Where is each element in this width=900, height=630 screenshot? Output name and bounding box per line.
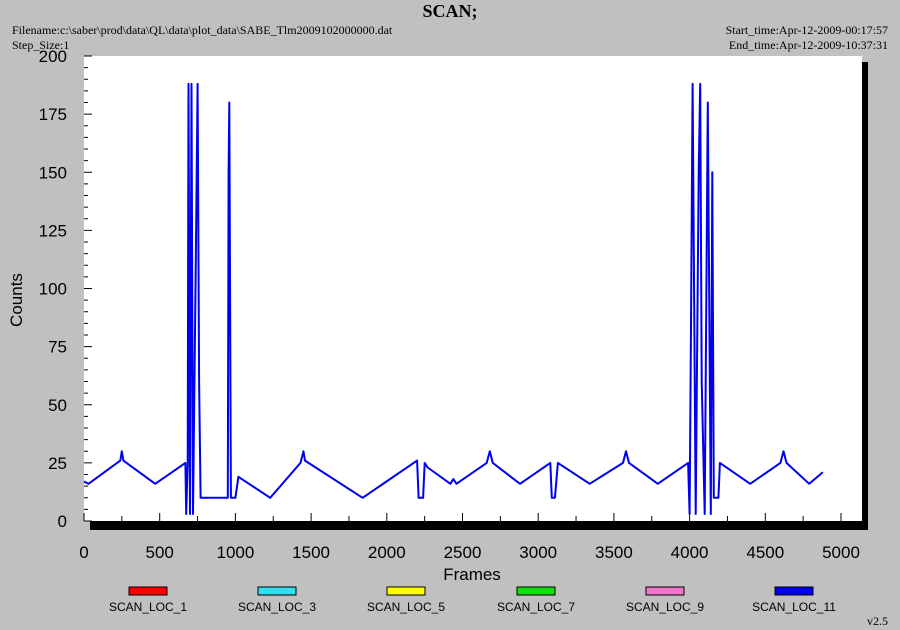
legend-label: SCAN_LOC_1	[109, 600, 187, 614]
y-tick-label: 200	[39, 47, 67, 66]
step-size-label: Step_Size:1	[12, 38, 70, 52]
y-tick-label: 0	[58, 512, 67, 531]
y-axis-title: Counts	[7, 273, 26, 327]
legend-label: SCAN_LOC_9	[626, 600, 704, 614]
x-tick-label: 3500	[595, 543, 633, 562]
chart-title: SCAN;	[422, 1, 478, 21]
y-axis: 0 25 50 75 100 125 150 175 200	[39, 47, 92, 531]
y-tick-label: 75	[48, 338, 67, 357]
legend-swatch	[645, 586, 685, 596]
legend-swatch	[128, 586, 168, 596]
version-label: v2.5	[867, 614, 888, 628]
legend-swatch	[774, 586, 814, 596]
x-tick-label: 1000	[216, 543, 254, 562]
legend-swatch	[516, 586, 556, 596]
x-tick-label: 500	[146, 543, 174, 562]
legend-label: SCAN_LOC_11	[752, 600, 836, 614]
series-layer	[83, 82, 824, 515]
legend-label: SCAN_LOC_5	[367, 600, 445, 614]
y-tick-label: 175	[39, 105, 67, 124]
y-tick-label: 50	[48, 396, 67, 415]
x-axis-title: Frames	[443, 565, 501, 584]
x-tick-label: 4500	[746, 543, 784, 562]
x-tick-label: 3000	[519, 543, 557, 562]
y-tick-label: 150	[39, 163, 67, 182]
end-time-label: End_time:Apr-12-2009-10:37:31	[728, 38, 888, 52]
legend: SCAN_LOC_1 SCAN_LOC_3 SCAN_LOC_5 SCAN_LOC_7…	[109, 586, 836, 614]
x-tick-label: 0	[79, 543, 88, 562]
x-axis: 0 500 1000 1500 2000 2500 3000 3500 4000 4500 5000	[79, 513, 860, 562]
y-tick-label: 25	[48, 454, 67, 473]
legend-label: SCAN_LOC_7	[497, 600, 575, 614]
start-time-label: Start_time:Apr-12-2009-00:17:57	[725, 23, 888, 37]
x-tick-label: 4000	[671, 543, 709, 562]
filename-label: Filename:c:\saber\prod\data\QL\data\plot…	[12, 23, 393, 37]
x-tick-label: 5000	[822, 543, 860, 562]
plot-area	[84, 56, 862, 521]
legend-swatch	[257, 586, 297, 596]
x-tick-label: 2500	[444, 543, 482, 562]
y-tick-label: 125	[39, 221, 67, 240]
legend-swatch	[386, 586, 426, 596]
y-tick-label: 100	[39, 280, 67, 299]
x-tick-label: 2000	[368, 543, 406, 562]
series-line-scan-loc-11	[83, 82, 824, 515]
x-tick-label: 1500	[292, 543, 330, 562]
legend-label: SCAN_LOC_3	[238, 600, 316, 614]
